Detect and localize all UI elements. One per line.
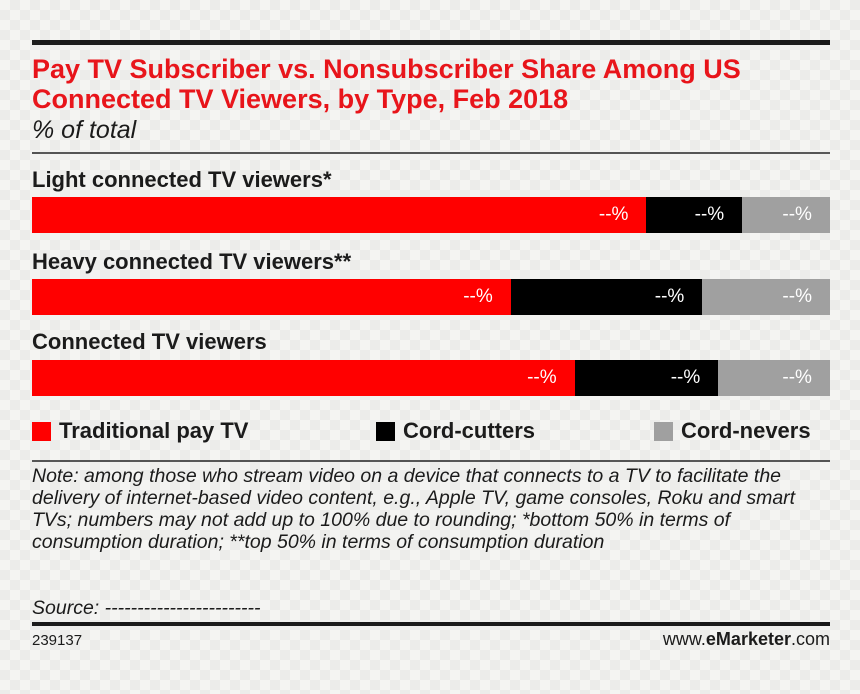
chart-card: Pay TV Subscriber vs. Nonsubscriber Shar… <box>32 40 830 654</box>
chart-title: Pay TV Subscriber vs. Nonsubscriber Shar… <box>32 54 741 114</box>
stacked-bar: --% --% --% <box>32 197 830 233</box>
top-rule <box>32 40 830 45</box>
bar-segment-cord-cutters: --% <box>574 360 719 396</box>
chart-id: 239137 <box>32 632 83 649</box>
bar-segment-cord-cutters: --% <box>646 197 743 233</box>
bar-segment-cord-nevers: --% <box>742 197 830 233</box>
stacked-bar: --% --% --% <box>32 279 830 315</box>
chart-subtitle: % of total <box>32 116 137 144</box>
legend-item-cord-cutters: Cord-cutters <box>376 418 535 444</box>
bottom-rule <box>32 622 830 626</box>
data-label: --% <box>598 204 629 225</box>
legend-swatch-traditional <box>32 421 51 441</box>
legend: Traditional pay TV Cord-cutters Cord-nev… <box>32 418 830 448</box>
brand-suffix: .com <box>790 629 830 649</box>
bar-segment-cord-nevers: --% <box>718 360 830 396</box>
source-line: Source: ------------------------ <box>32 597 261 619</box>
legend-swatch-cord-cutters <box>376 421 395 441</box>
data-label: --% <box>527 367 557 388</box>
bar-segment-cord-nevers: --% <box>702 279 830 315</box>
data-label: --% <box>782 286 812 307</box>
data-label: --% <box>463 286 493 307</box>
brand-bold: eMarketer <box>705 629 791 649</box>
note-rule <box>32 460 830 462</box>
data-label: --% <box>654 286 685 307</box>
legend-swatch-cord-nevers <box>654 421 673 441</box>
brand-link[interactable]: www.eMarketer.com <box>663 629 830 650</box>
category-label: Light connected TV viewers* <box>32 167 332 192</box>
bar-segment-cord-cutters: --% <box>510 279 703 315</box>
data-label: --% <box>670 367 701 388</box>
stacked-bar: --% --% --% <box>32 360 830 396</box>
bar-segment-traditional: --% <box>32 279 511 315</box>
brand-prefix: www. <box>662 629 706 649</box>
footnote: Note: among those who stream video on a … <box>32 465 796 553</box>
legend-label-cord-cutters: Cord-cutters <box>403 418 536 443</box>
bar-segment-traditional: --% <box>32 197 647 233</box>
category-label: Heavy connected TV viewers** <box>32 249 352 274</box>
legend-item-traditional: Traditional pay TV <box>32 418 248 444</box>
legend-label-cord-nevers: Cord-nevers <box>681 418 811 443</box>
data-label: --% <box>782 367 812 388</box>
legend-item-cord-nevers: Cord-nevers <box>654 418 811 444</box>
bar-segment-traditional: --% <box>32 360 575 396</box>
header-rule <box>32 152 830 154</box>
data-label: --% <box>694 204 725 225</box>
data-label: --% <box>782 204 812 225</box>
category-label: Connected TV viewers <box>32 329 267 354</box>
legend-label-traditional: Traditional pay TV <box>59 418 249 443</box>
